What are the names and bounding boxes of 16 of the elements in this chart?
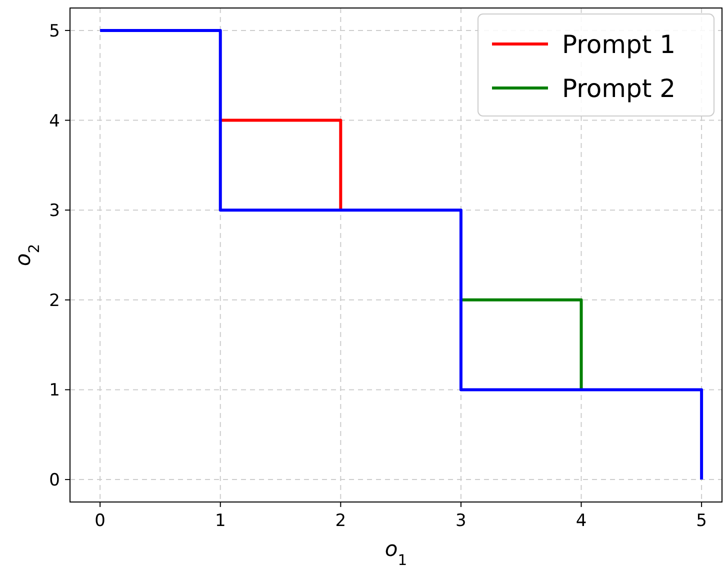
x-tick-label: 5 [696, 511, 707, 531]
x-tick-label: 2 [335, 511, 346, 531]
x-tick-label: 0 [94, 511, 106, 531]
y-tick-label: 5 [49, 21, 60, 42]
x-tick-label: 1 [214, 511, 226, 531]
y-tick-label: 0 [49, 470, 60, 491]
x-tick-label: 4 [576, 511, 587, 531]
y-tick-label: 2 [49, 290, 60, 311]
legend-label: Prompt 2 [562, 74, 676, 103]
y-tick-label: 4 [49, 111, 60, 132]
line-series [98, 28, 704, 482]
y-tick-label: 3 [49, 201, 60, 222]
y-tick-label: 1 [49, 380, 60, 401]
x-axis-title: o$_{1}$ [384, 537, 408, 567]
legend-label: Prompt 1 [562, 30, 676, 59]
x-tick-label: 3 [456, 511, 466, 531]
